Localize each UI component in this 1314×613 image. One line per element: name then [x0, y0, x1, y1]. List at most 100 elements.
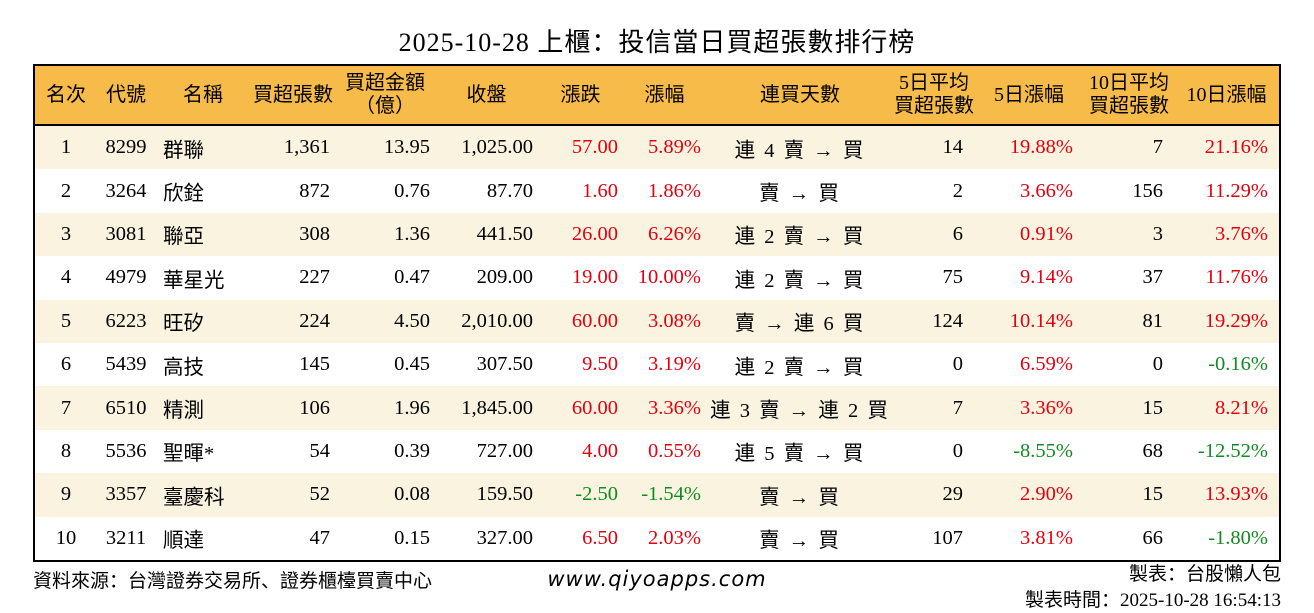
pct5-change-cell: -8.55%	[1013, 439, 1073, 462]
rank-cell: 1	[60, 136, 72, 159]
pct10-change-cell: 8.21%	[1215, 396, 1268, 419]
close-price-cell: 87.70	[486, 179, 533, 202]
header-label: 名稱	[183, 83, 223, 106]
header-avg10-volume: 10日平均 買超張數	[1084, 66, 1174, 124]
pct5-change-cell: 2.90%	[1020, 483, 1073, 506]
net-buy-volume-cell: 47	[309, 526, 331, 549]
stock-name-cell: 臺慶科	[163, 486, 225, 509]
table-row: 1 8299 群聯 1,361 13.95 1,025.00 57.00 5.89% 連 4 賣…	[35, 126, 1279, 170]
header-price-change: 漲跌	[538, 66, 623, 124]
header-close-price: 收盤	[435, 66, 538, 124]
net-buy-amount-cell: 4.50	[394, 309, 430, 332]
rank-cell: 9	[60, 483, 72, 506]
pct5-change-cell: 19.88%	[1009, 136, 1073, 159]
header-stock-name: 名稱	[155, 66, 251, 124]
buy-streak-cell: 賣 → 連 6 買	[734, 313, 866, 336]
buy-streak-cell: 賣 → 買	[759, 183, 841, 206]
change-percent-cell: 3.08%	[648, 309, 701, 332]
table-row: 2 3264 欣銓 872 0.76 87.70 1.60 1.86% 賣 → 買 2 3.66% 1…	[35, 169, 1279, 212]
pct10-change-cell: 11.76%	[1205, 266, 1268, 289]
buy-streak-cell: 連 3 賣 → 連 2 買	[710, 400, 890, 423]
price-change-cell: 60.00	[571, 309, 618, 332]
header-buy-streak: 連買天數	[706, 66, 894, 124]
price-change-cell: 9.50	[582, 353, 618, 376]
pct5-change-cell: 9.14%	[1020, 266, 1073, 289]
avg5-volume-cell: 14	[942, 136, 964, 159]
footer-maker: 製表：台股懶人包	[1128, 564, 1281, 585]
header-label: 收盤	[466, 83, 507, 106]
buy-streak-cell: 連 2 賣 → 買	[734, 269, 866, 292]
header-label: 漲跌	[560, 83, 601, 106]
header-label: 10日平均	[1089, 72, 1169, 94]
header-stock-code: 代號	[97, 66, 155, 124]
header-label: 10日漲幅	[1186, 83, 1267, 106]
net-buy-volume-cell: 106	[299, 396, 330, 419]
net-buy-amount-cell: 1.96	[394, 396, 430, 419]
net-buy-amount-cell: 0.08	[394, 483, 430, 506]
avg10-volume-cell: 37	[1142, 266, 1164, 289]
avg5-volume-cell: 124	[932, 309, 963, 332]
pct10-change-cell: 3.76%	[1215, 222, 1268, 245]
net-buy-volume-cell: 52	[309, 483, 331, 506]
header-label: 漲幅	[644, 83, 685, 106]
stock-name-cell: 欣銓	[163, 183, 204, 206]
rank-cell: 10	[55, 526, 77, 549]
header-label: 買超張數	[253, 83, 333, 106]
avg10-volume-cell: 7	[1152, 136, 1163, 159]
pct5-change-cell: 10.14%	[1009, 309, 1073, 332]
buy-streak-cell: 連 5 賣 → 買	[734, 443, 866, 466]
close-price-cell: 307.50	[476, 353, 533, 376]
change-percent-cell: 3.36%	[648, 396, 701, 419]
price-change-cell: 6.50	[582, 526, 618, 549]
avg5-volume-cell: 107	[932, 526, 963, 549]
stock-name-cell: 聖暉*	[163, 443, 215, 466]
header-label: （億）	[355, 95, 415, 117]
pct5-change-cell: 3.81%	[1020, 526, 1073, 549]
footer-website: www.qiyoapps.com	[547, 567, 767, 591]
stock-name-cell: 聯亞	[163, 226, 204, 249]
net-buy-volume-cell: 224	[299, 309, 330, 332]
buy-streak-cell: 連 2 賣 → 買	[734, 356, 866, 379]
change-percent-cell: 3.19%	[648, 353, 701, 376]
avg5-volume-cell: 7	[952, 396, 963, 419]
avg5-volume-cell: 0	[952, 353, 963, 376]
stock-code-cell: 3211	[105, 526, 147, 549]
table-body: 1 8299 群聯 1,361 13.95 1,025.00 57.00 5.89% 連 4 賣…	[35, 126, 1279, 560]
header-change-percent: 漲幅	[623, 66, 706, 124]
pct10-change-cell: 11.29%	[1205, 179, 1268, 202]
net-buy-amount-cell: 1.36	[394, 222, 430, 245]
avg10-volume-cell: 0	[1152, 353, 1163, 376]
stock-name-cell: 高技	[163, 356, 204, 379]
close-price-cell: 441.50	[476, 222, 533, 245]
avg10-volume-cell: 68	[1142, 439, 1164, 462]
close-price-cell: 2,010.00	[461, 309, 533, 332]
close-price-cell: 159.50	[476, 483, 533, 506]
price-change-cell: 57.00	[571, 136, 618, 159]
net-buy-amount-cell: 0.76	[394, 179, 430, 202]
close-price-cell: 1,845.00	[461, 396, 533, 419]
price-change-cell: 1.60	[582, 179, 618, 202]
avg5-volume-cell: 75	[942, 266, 964, 289]
net-buy-volume-cell: 872	[299, 179, 330, 202]
price-change-cell: -2.50	[575, 483, 618, 506]
rank-cell: 2	[60, 179, 72, 202]
stock-code-cell: 8299	[105, 136, 147, 159]
avg10-volume-cell: 156	[1132, 179, 1163, 202]
pct10-change-cell: 21.16%	[1204, 136, 1268, 159]
header-label: 5日漲幅	[994, 83, 1064, 106]
table-row: 3 3081 聯亞 308 1.36 441.50 26.00 6.26% 連 2 賣 → 買 6…	[35, 212, 1279, 257]
stock-name-cell: 華星光	[163, 269, 225, 292]
page-title: 2025-10-28 上櫃：投信當日買超張數排行榜	[398, 28, 916, 57]
price-change-cell: 26.00	[571, 222, 618, 245]
rank-cell: 8	[60, 439, 72, 462]
stock-code-cell: 4979	[105, 266, 147, 289]
header-rank: 名次	[35, 66, 97, 124]
change-percent-cell: 5.89%	[648, 136, 701, 159]
header-label: 代號	[106, 83, 146, 106]
header-pct5-change: 5日漲幅	[974, 66, 1084, 124]
net-buy-amount-cell: 0.39	[394, 439, 430, 462]
change-percent-cell: 6.26%	[648, 222, 701, 245]
change-percent-cell: 1.86%	[648, 179, 701, 202]
header-net-buy-amount: 買超金額 （億）	[335, 66, 435, 124]
ranking-table: 名次 代號 名稱 買超張數 買超金額 （億） 收盤 漲跌 漲幅 連買天數 5日平均 買超張數 5日漲幅 1…	[33, 64, 1281, 562]
